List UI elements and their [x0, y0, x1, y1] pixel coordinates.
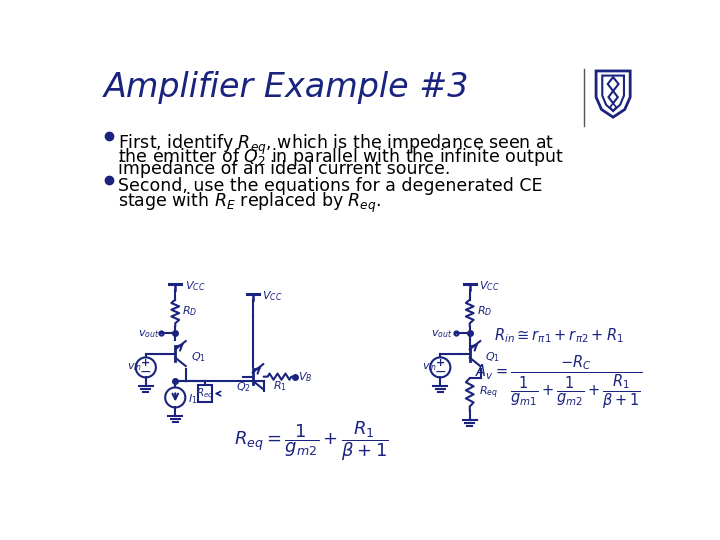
Text: $R_D$: $R_D$: [477, 305, 492, 318]
Text: $v_{in}$: $v_{in}$: [127, 361, 143, 373]
Text: $v_{in}$: $v_{in}$: [422, 361, 437, 373]
Text: $R_{in} \cong r_{\pi 1} + r_{\pi 2} + R_1$: $R_{in} \cong r_{\pi 1} + r_{\pi 2} + R_…: [494, 327, 624, 345]
Text: $v_{out}$: $v_{out}$: [431, 328, 453, 340]
Text: $R_1$: $R_1$: [272, 379, 287, 393]
Text: $R_D$: $R_D$: [182, 305, 197, 318]
Text: −: −: [140, 364, 152, 379]
Text: stage with $R_E$ replaced by $R_{eq}$.: stage with $R_E$ replaced by $R_{eq}$.: [118, 191, 381, 215]
Text: +: +: [141, 358, 150, 368]
Text: $V_{CC}$: $V_{CC}$: [184, 279, 205, 293]
Text: $R_{eq}$: $R_{eq}$: [196, 387, 214, 401]
Text: $I_1$: $I_1$: [189, 392, 198, 406]
Text: $A_v = \dfrac{-R_C}{\dfrac{1}{g_{m1}} + \dfrac{1}{g_{m2}} + \dfrac{R_1}{\beta+1}: $A_v = \dfrac{-R_C}{\dfrac{1}{g_{m1}} + …: [475, 354, 643, 411]
Text: $Q_1$: $Q_1$: [485, 350, 500, 365]
Text: the emitter of $Q_2$ in parallel with the infinite output: the emitter of $Q_2$ in parallel with th…: [118, 146, 564, 168]
Text: $V_{CC}$: $V_{CC}$: [262, 289, 282, 303]
Text: impedance of an ideal current source.: impedance of an ideal current source.: [118, 160, 450, 178]
Text: First, identify $R_{eq}$, which is the impedance seen at: First, identify $R_{eq}$, which is the i…: [118, 132, 554, 157]
Text: $V_B$: $V_B$: [299, 370, 313, 383]
Text: $R_{eq} = \dfrac{1}{g_{m2}} + \dfrac{R_1}{\beta+1}$: $R_{eq} = \dfrac{1}{g_{m2}} + \dfrac{R_1…: [234, 419, 388, 463]
Bar: [198, 385, 212, 402]
Text: $R_{eq}$: $R_{eq}$: [479, 384, 498, 401]
Text: $V_{CC}$: $V_{CC}$: [479, 279, 500, 293]
Text: +: +: [436, 358, 445, 368]
Text: −: −: [434, 364, 446, 379]
Text: $Q_1$: $Q_1$: [191, 350, 206, 365]
Text: Second, use the equations for a degenerated CE: Second, use the equations for a degenera…: [118, 177, 542, 195]
Text: Amplifier Example #3: Amplifier Example #3: [104, 71, 469, 104]
Text: $Q_2$: $Q_2$: [235, 381, 251, 394]
Text: $v_{out}$: $v_{out}$: [138, 328, 160, 340]
